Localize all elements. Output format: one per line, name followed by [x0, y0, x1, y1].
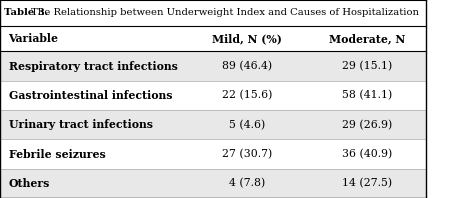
Text: 4 (7.8): 4 (7.8): [229, 178, 265, 188]
Text: Urinary tract infections: Urinary tract infections: [9, 119, 153, 130]
Text: Gastrointestinal infections: Gastrointestinal infections: [9, 90, 172, 101]
Bar: [0, 0, 427, 26]
Text: Moderate, N: Moderate, N: [328, 33, 405, 44]
Text: 5 (4.6): 5 (4.6): [229, 120, 265, 130]
Text: 29 (26.9): 29 (26.9): [342, 120, 392, 130]
Text: Table 3.: Table 3.: [4, 8, 48, 17]
Text: Mild, N (%): Mild, N (%): [212, 33, 283, 44]
Text: 29 (15.1): 29 (15.1): [342, 61, 392, 71]
Bar: [0, 139, 427, 169]
Text: Respiratory tract infections: Respiratory tract infections: [9, 61, 177, 72]
Bar: [0, 26, 427, 51]
Text: The Relationship between Underweight Index and Causes of Hospitalization: The Relationship between Underweight Ind…: [27, 8, 419, 17]
Text: Variable: Variable: [9, 33, 58, 44]
Text: 58 (41.1): 58 (41.1): [342, 90, 392, 101]
Text: 89 (46.4): 89 (46.4): [222, 61, 273, 71]
Bar: [0, 81, 427, 110]
Text: 14 (27.5): 14 (27.5): [342, 178, 392, 188]
Bar: [0, 169, 427, 198]
Text: 22 (15.6): 22 (15.6): [222, 90, 273, 101]
Text: Others: Others: [9, 178, 50, 189]
Text: Febrile seizures: Febrile seizures: [9, 148, 105, 160]
Bar: [0, 51, 427, 81]
Text: 27 (30.7): 27 (30.7): [222, 149, 273, 159]
Text: 36 (40.9): 36 (40.9): [342, 149, 392, 159]
Bar: [0, 110, 427, 139]
